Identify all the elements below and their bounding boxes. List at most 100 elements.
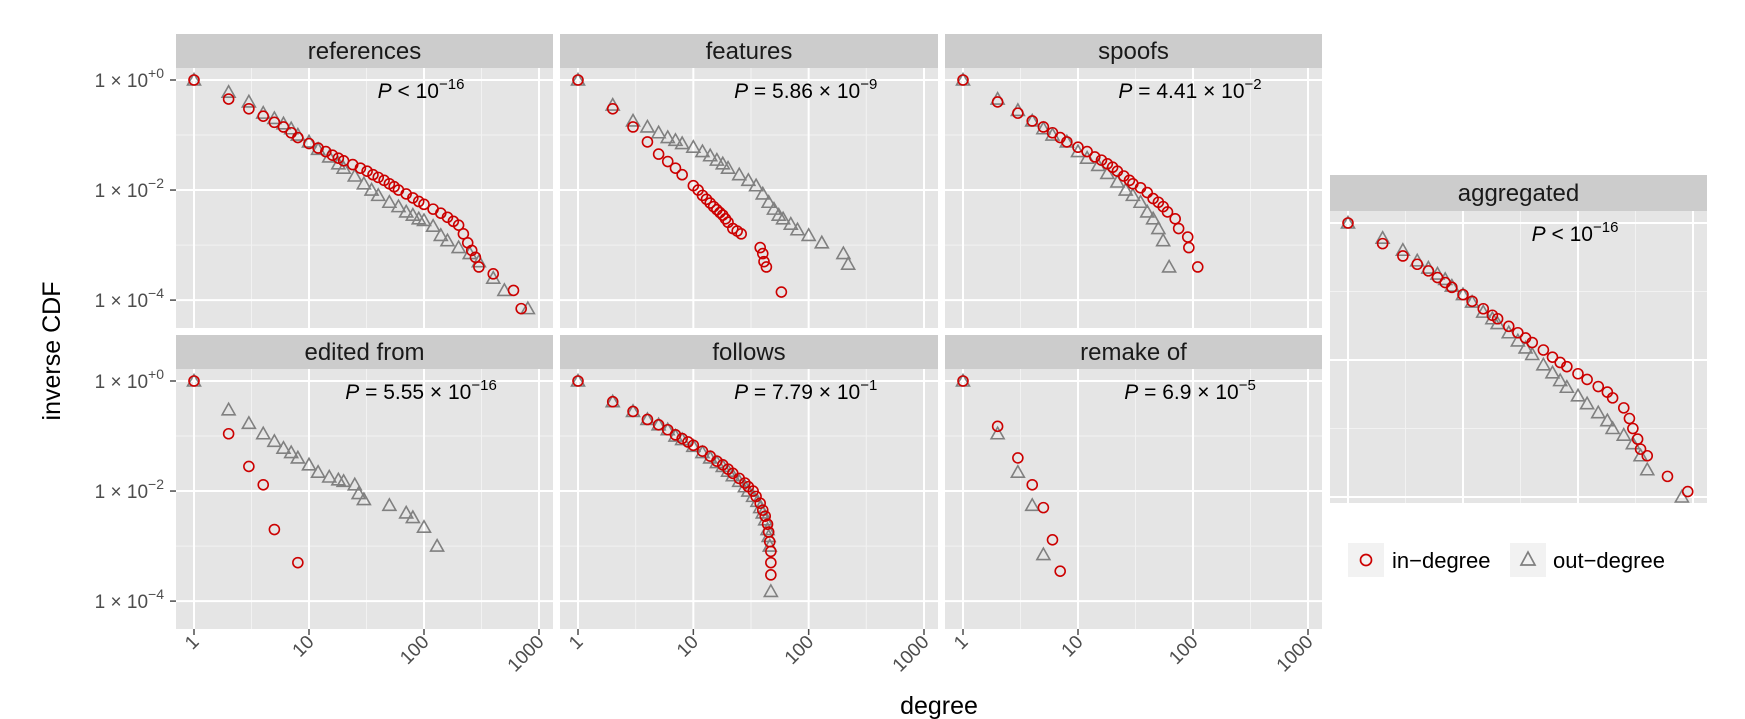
point-in-degree: [707, 200, 720, 213]
panel-follows: follows 1 10 100 1000 P = 7.79 × 10−1: [560, 335, 938, 676]
point-out-degree: [350, 485, 367, 500]
point-out-degree: [425, 218, 441, 233]
x-tick-label: 10: [673, 632, 703, 662]
point-out-degree: [1394, 242, 1411, 257]
point-in-degree: [1089, 151, 1101, 163]
point-out-degree: [1604, 420, 1621, 435]
point-in-degree: [268, 116, 281, 129]
panel-bg-follows: [560, 369, 938, 629]
point-out-degree: [1132, 194, 1149, 209]
point-out-degree: [685, 139, 702, 154]
point-in-degree: [676, 432, 688, 445]
point-in-degree: [1561, 360, 1573, 373]
p-value-annotation: P = 4.41 × 10−2: [1118, 76, 1261, 103]
panel-title-references: references: [308, 38, 421, 65]
point-out-degree: [702, 147, 719, 162]
legend-key-out-degree: [1510, 543, 1546, 577]
point-in-degree: [1342, 217, 1354, 229]
point-out-degree: [416, 519, 432, 534]
point-out-degree: [310, 464, 326, 479]
point-out-degree: [731, 473, 748, 488]
strip-spoofs: [945, 34, 1322, 68]
point-out-degree: [240, 415, 257, 430]
point-out-degree: [1145, 210, 1161, 225]
point-out-degree: [255, 425, 272, 440]
panel-title-edited-from: edited from: [304, 339, 424, 366]
point-out-degree: [1558, 379, 1575, 394]
point-in-degree: [1422, 265, 1435, 277]
point-in-degree: [292, 131, 304, 144]
point-out-degree: [775, 210, 791, 225]
point-in-degree: [1631, 433, 1644, 445]
point-out-degree: [335, 160, 352, 174]
point-in-degree: [418, 198, 430, 211]
panel-features: features P = 5.86 × 10−9: [560, 34, 938, 328]
panel-bg-features: [560, 68, 938, 328]
point-in-degree: [1081, 145, 1093, 158]
point-out-degree: [1139, 203, 1156, 218]
point-in-degree: [1026, 115, 1039, 127]
point-in-degree: [652, 418, 665, 431]
point-out-degree: [240, 93, 257, 108]
point-out-degree: [1590, 404, 1607, 419]
point-in-degree: [704, 197, 716, 209]
point-in-degree: [372, 171, 385, 184]
point-in-degree: [1537, 344, 1550, 356]
point-in-degree: [1617, 402, 1630, 414]
point-in-degree: [758, 255, 770, 268]
point-out-degree: [694, 143, 711, 158]
panel-bg-remake-of: [945, 369, 1322, 629]
point-out-degree: [659, 129, 676, 144]
point-out-degree: [667, 132, 684, 147]
point-in-degree: [1526, 336, 1539, 349]
point-out-degree: [330, 155, 347, 170]
point-out-degree: [439, 232, 456, 247]
point-in-degree: [1572, 367, 1584, 380]
point-out-degree: [748, 177, 764, 192]
p-value-annotation: P = 6.9 × 10−5: [1124, 377, 1256, 404]
point-out-degree: [301, 456, 317, 471]
point-in-degree: [469, 251, 482, 264]
point-out-degree: [840, 256, 857, 270]
point-out-degree: [1161, 258, 1177, 273]
y-tick-label: 1 × 10−2: [95, 476, 165, 503]
point-in-degree: [1502, 320, 1515, 333]
point-out-degree: [301, 133, 317, 148]
point-in-degree: [765, 569, 777, 581]
point-out-degree: [496, 282, 513, 297]
panel-bg-references: [176, 68, 553, 328]
point-in-degree: [277, 121, 290, 133]
strip-features: [560, 34, 938, 68]
point-in-degree: [222, 93, 235, 105]
point-out-degree: [283, 444, 300, 459]
strip-references: [176, 34, 553, 68]
point-out-degree: [1464, 293, 1480, 308]
point-in-degree: [754, 241, 767, 254]
point-in-degree: [473, 261, 485, 273]
point-in-degree: [487, 268, 500, 280]
point-in-degree: [759, 510, 772, 522]
point-in-degree: [507, 284, 520, 297]
point-in-degree: [641, 136, 654, 148]
point-out-degree: [1035, 546, 1052, 561]
x-axis-label: degree: [900, 692, 978, 719]
point-in-degree: [1466, 295, 1478, 308]
point-out-degree: [450, 239, 467, 254]
point-in-degree: [1641, 449, 1654, 462]
point-in-degree: [687, 439, 700, 452]
point-in-degree: [441, 211, 454, 224]
point-in-degree: [1446, 281, 1458, 294]
point-in-degree: [1627, 422, 1639, 435]
point-out-degree: [355, 175, 372, 190]
point-in-degree: [761, 518, 774, 530]
point-in-degree: [1376, 237, 1389, 250]
point-out-degree: [789, 221, 806, 236]
x-tick-label: 1: [950, 632, 972, 654]
point-in-degree: [1397, 250, 1409, 262]
point-in-degree: [765, 556, 777, 569]
point-in-degree: [572, 375, 584, 387]
point-out-degree: [1615, 427, 1632, 441]
point-in-degree: [606, 102, 619, 115]
point-in-degree: [303, 137, 315, 150]
